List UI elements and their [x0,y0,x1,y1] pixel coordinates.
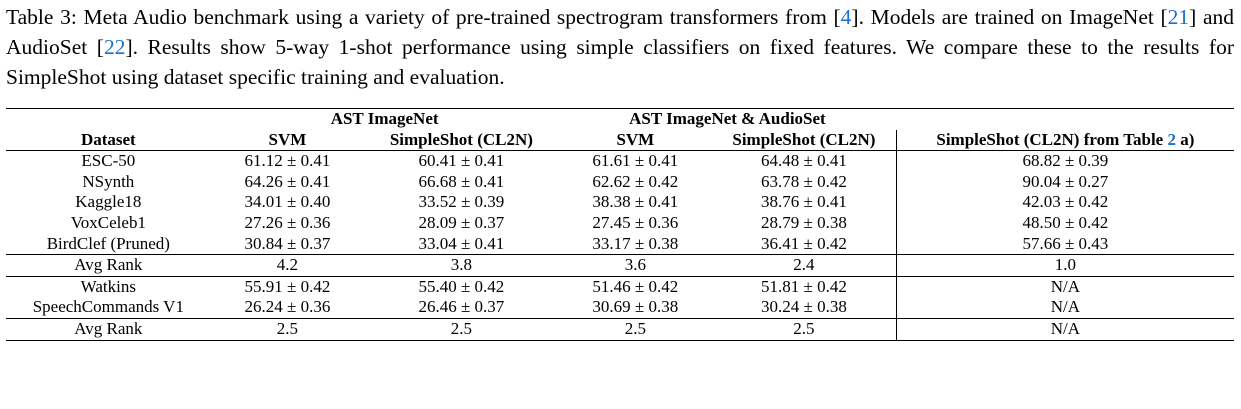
result-cell: 28.79 ± 0.38 [761,212,847,232]
result-cell: 42.03 ± 0.42 [895,192,1234,213]
result-cell: 26.24 ± 0.36 [244,297,331,317]
result-cell: 66.68 ± 0.41 [418,171,505,191]
avg-rank-cell: 2.5 [364,317,559,341]
result-cell: 36.41 ± 0.42 [761,233,847,253]
result-cell: 33.04 ± 0.41 [418,233,505,253]
col-header-simpleshot-1: SimpleShot (CL2N) [389,129,533,149]
result-cell: N/A [895,297,1234,319]
dataset-name: ESC-50 [6,150,211,172]
result-cell: 55.40 ± 0.42 [364,275,559,298]
result-cell: 60.41 ± 0.41 [364,150,559,172]
col-header-table2-suffix: a) [1175,129,1195,149]
result-cell: 68.82 ± 0.39 [895,150,1234,172]
table-caption: Table 3: Meta Audio benchmark using a va… [6,2,1234,92]
citation-link-21[interactable]: 21 [1167,5,1190,29]
dataset-name: Watkins [6,275,211,298]
group-header-ast-imagenet-audioset: AST ImageNet & AudioSet [558,107,897,130]
avg-rank-cell: N/A [895,317,1234,341]
avg-rank-label: Avg Rank [6,317,211,341]
caption-label: Table 3: [6,5,77,29]
result-cell: 38.38 ± 0.41 [592,192,679,212]
result-cell: 61.61 ± 0.41 [558,150,713,172]
col-header-svm-2: SVM [616,129,655,149]
col-header-simpleshot-2: SimpleShot (CL2N) [732,129,876,149]
result-cell: 90.04 ± 0.27 [895,171,1234,193]
result-cell: 38.76 ± 0.41 [761,192,847,212]
header-empty-right [896,107,1234,130]
group-header-ast-imagenet: AST ImageNet [210,107,559,130]
dataset-name: SpeechCommands V1 [32,297,184,317]
result-cell: 34.01 ± 0.40 [244,192,331,212]
result-cell: 28.09 ± 0.37 [418,212,505,232]
table-row: BirdClef (Pruned) 30.84 ± 0.37 33.04 ± 0.4… [6,233,1234,255]
avg-rank-cell: 2.5 [210,317,365,341]
caption-text-d: ]. Results show 5-way 1-shot performance… [6,35,1234,89]
result-cell: 27.26 ± 0.36 [244,212,331,232]
result-cell: 57.66 ± 0.43 [895,233,1234,255]
table-ref-link-2[interactable]: 2 [1167,129,1176,149]
result-cell: 33.17 ± 0.38 [592,233,679,253]
avg-rank-label: Avg Rank [6,254,211,277]
result-cell: 64.48 ± 0.41 [712,150,897,172]
table-row: ESC-50 61.12 ± 0.41 60.41 ± 0.41 61.61 ± 0.… [6,150,1234,172]
avg-rank-row: Avg Rank 2.5 2.5 2.5 2.5 N/A [6,317,1234,341]
result-cell: 27.45 ± 0.36 [592,212,679,232]
avg-rank-cell: 3.6 [558,254,713,277]
table-row: Kaggle18 34.01 ± 0.40 33.52 ± 0.39 38.38 ± … [6,192,1234,213]
citation-link-4[interactable]: 4 [840,5,852,29]
table-row: SpeechCommands V1 26.24 ± 0.36 26.46 ± 0.3… [6,297,1234,319]
results-table: AST ImageNet AST ImageNet & AudioSet Dat… [6,107,1234,341]
avg-rank-row: Avg Rank 4.2 3.8 3.6 2.4 1.0 [6,254,1234,277]
result-cell: 64.26 ± 0.41 [244,171,331,191]
avg-rank-cell: 4.2 [210,254,365,277]
caption-text-a: Meta Audio benchmark using a variety of … [76,5,841,29]
column-header-row: Dataset SVM SimpleShot (CL2N) SVM Simple… [6,129,1234,151]
dataset-name: NSynth [82,171,135,191]
table-row: Watkins 55.91 ± 0.42 55.40 ± 0.42 51.46 ± 0… [6,275,1234,298]
result-cell: 51.46 ± 0.42 [558,275,713,298]
caption-text-b: ]. Models are trained on ImageNet [ [851,5,1168,29]
col-header-dataset: Dataset [80,129,136,149]
result-cell: 51.81 ± 0.42 [712,275,897,298]
caption-text-c: ] and AudioSet [ [6,5,1234,59]
result-cell: 48.50 ± 0.42 [895,212,1234,234]
result-cell: 62.62 ± 0.42 [592,171,679,191]
result-cell: 26.46 ± 0.37 [418,297,505,317]
col-header-table2: SimpleShot (CL2N) from Table 2 a) [895,129,1234,151]
result-cell: 30.69 ± 0.38 [592,297,679,317]
avg-rank-cell: 1.0 [895,254,1234,277]
result-cell: 63.78 ± 0.42 [761,171,847,191]
avg-rank-cell: 2.5 [558,317,713,341]
result-cell: 30.24 ± 0.38 [761,297,847,317]
result-cell: 55.91 ± 0.42 [210,275,365,298]
table-row: VoxCeleb1 27.26 ± 0.36 28.09 ± 0.37 27.45 ±… [6,212,1234,234]
dataset-name: BirdClef (Pruned) [46,233,170,253]
dataset-name: VoxCeleb1 [70,212,146,232]
avg-rank-cell: 2.5 [712,317,897,341]
avg-rank-cell: 2.4 [712,254,897,277]
result-cell: 30.84 ± 0.37 [244,233,331,253]
result-cell: 33.52 ± 0.39 [418,192,505,212]
result-cell: 61.12 ± 0.41 [210,150,365,172]
header-empty [6,107,211,130]
avg-rank-cell: 3.8 [364,254,559,277]
citation-link-22[interactable]: 22 [103,35,126,59]
results-body: ESC-50 61.12 ± 0.41 60.41 ± 0.41 61.61 ± 0.… [6,150,1234,341]
col-header-table2-prefix: SimpleShot (CL2N) from Table [936,129,1168,149]
result-cell: N/A [895,275,1234,298]
col-header-svm-1: SVM [268,129,307,149]
dataset-name: Kaggle18 [75,192,142,212]
group-header-row: AST ImageNet AST ImageNet & AudioSet [6,107,1234,130]
table-row: NSynth 64.26 ± 0.41 66.68 ± 0.41 62.62 ± 0.… [6,171,1234,193]
